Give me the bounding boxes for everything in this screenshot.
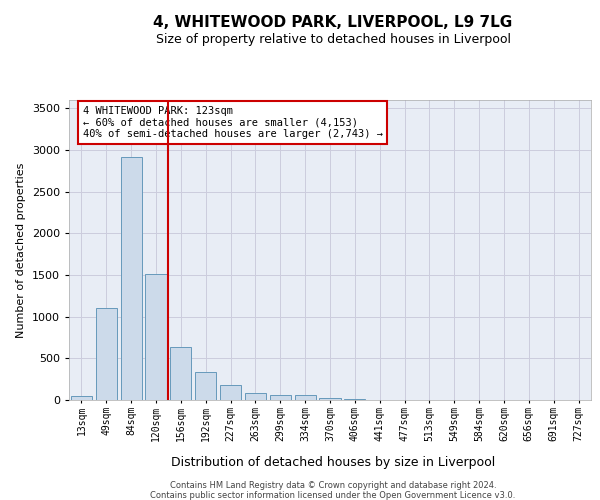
Bar [295, 396, 316, 400]
Bar [270, 394, 291, 400]
Bar [319, 398, 341, 400]
Bar [195, 372, 216, 400]
Bar [71, 396, 92, 400]
Bar [344, 399, 365, 400]
Bar [121, 156, 142, 400]
Bar [245, 392, 266, 400]
Text: Contains HM Land Registry data © Crown copyright and database right 2024.: Contains HM Land Registry data © Crown c… [170, 482, 496, 490]
Bar [220, 384, 241, 400]
Bar [170, 346, 191, 400]
Y-axis label: Number of detached properties: Number of detached properties [16, 162, 26, 338]
Bar [96, 308, 117, 400]
Text: Contains public sector information licensed under the Open Government Licence v3: Contains public sector information licen… [151, 490, 515, 500]
Bar [145, 274, 167, 400]
Text: Distribution of detached houses by size in Liverpool: Distribution of detached houses by size … [171, 456, 495, 469]
Text: Size of property relative to detached houses in Liverpool: Size of property relative to detached ho… [155, 34, 511, 46]
Text: 4, WHITEWOOD PARK, LIVERPOOL, L9 7LG: 4, WHITEWOOD PARK, LIVERPOOL, L9 7LG [154, 15, 512, 30]
Text: 4 WHITEWOOD PARK: 123sqm
← 60% of detached houses are smaller (4,153)
40% of sem: 4 WHITEWOOD PARK: 123sqm ← 60% of detach… [83, 106, 383, 139]
